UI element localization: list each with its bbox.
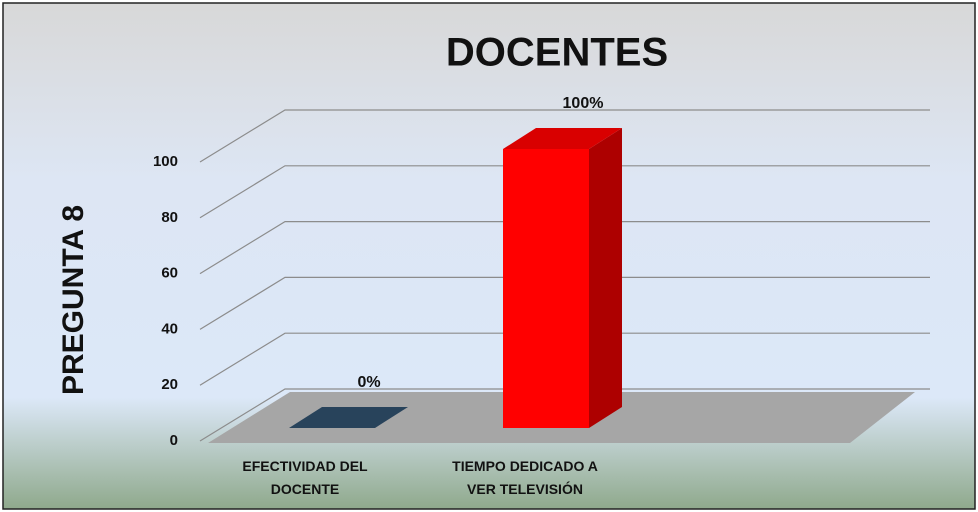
bar-front — [503, 149, 589, 428]
y-tick-label: 80 — [161, 209, 178, 226]
bar-top — [503, 128, 622, 149]
data-label: 100% — [563, 95, 604, 112]
y-tick-label: 40 — [161, 320, 178, 337]
grid-line — [199, 332, 930, 386]
grid-line — [199, 276, 930, 330]
data-label: 0% — [357, 374, 380, 391]
y-tick-label: 60 — [161, 265, 178, 282]
grid-line — [199, 388, 930, 442]
x-tick-label: EFECTIVIDAD DEL DOCENTE — [242, 458, 368, 497]
grid-line — [199, 221, 930, 275]
x-tick-label: TIEMPO DEDICADO A VER TELEVISIÓN — [452, 458, 598, 497]
grid-line — [199, 109, 930, 163]
grid-line — [199, 165, 930, 219]
bar — [503, 128, 622, 428]
y-tick-label: 20 — [161, 376, 178, 393]
chart-title: DOCENTES — [446, 31, 668, 75]
bar — [289, 407, 408, 428]
y-tick-label: 100 — [153, 153, 178, 170]
y-tick-label: 0 — [170, 432, 178, 449]
y-axis-label: PREGUNTA 8 — [57, 205, 90, 395]
bar-side — [589, 128, 622, 428]
bar-top — [289, 407, 408, 428]
